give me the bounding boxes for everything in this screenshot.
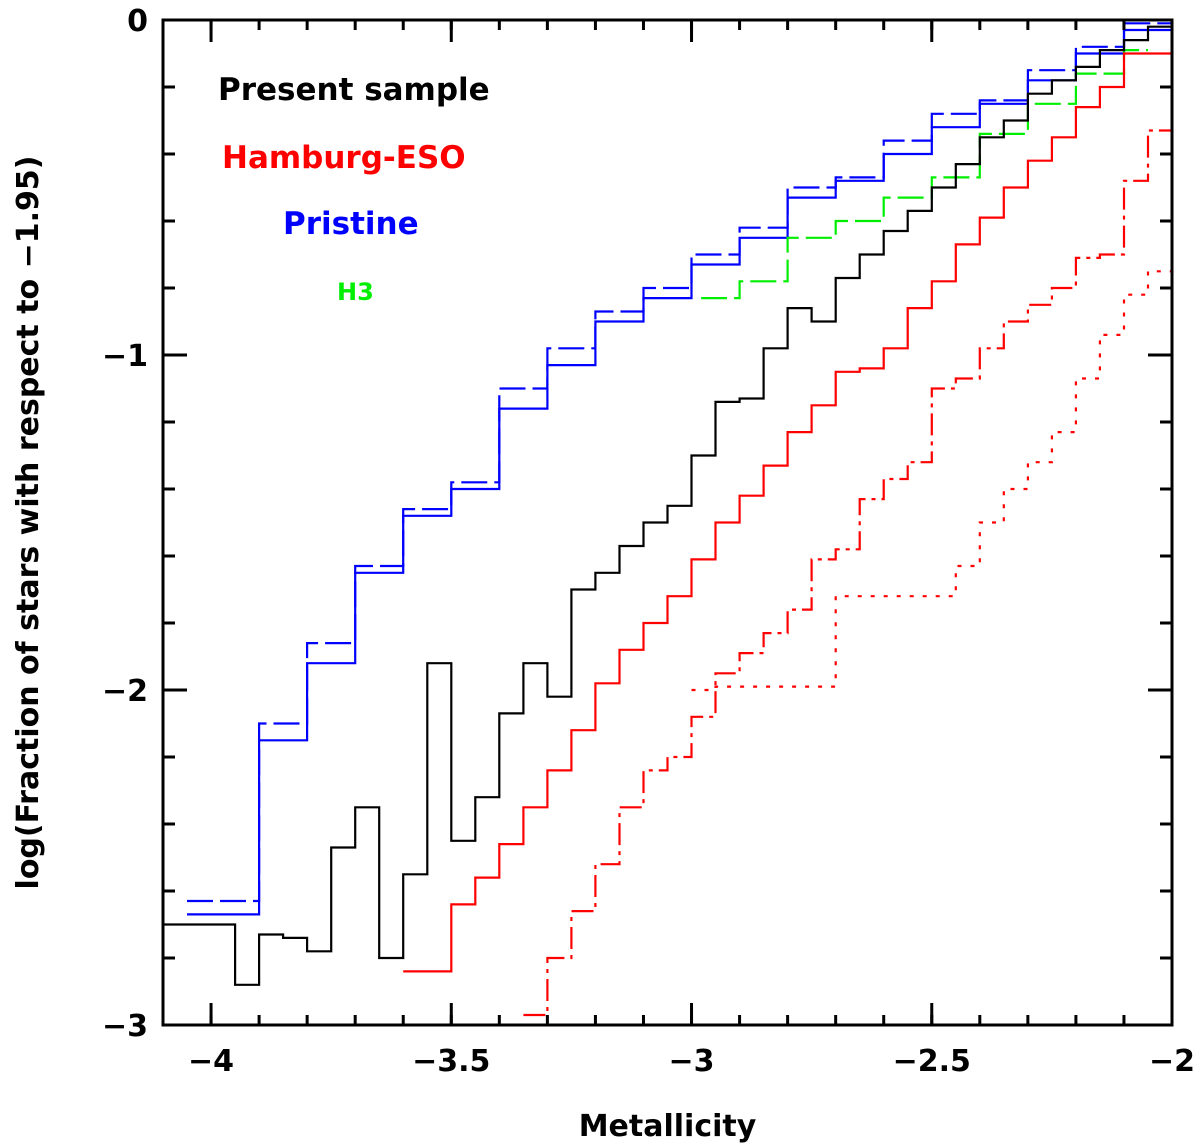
series-line-h3 <box>701 49 1148 300</box>
plot-frame <box>161 18 1174 1027</box>
x-tick-label: −2 <box>1149 1044 1195 1079</box>
legend-label-h3: H3 <box>337 278 374 306</box>
y-tick-label: 0 <box>127 4 148 39</box>
series-line-present-sample <box>163 25 1172 986</box>
legend-label-pristine: Pristine <box>283 206 419 242</box>
legend-label-hamburg-eso: Hamburg-ESO <box>222 140 466 176</box>
series-line-hamburg-eso-dotted <box>691 207 1172 692</box>
y-tick-label: −3 <box>102 1009 148 1044</box>
y-tick-label: −1 <box>102 339 148 374</box>
x-tick-label: −2.5 <box>893 1044 971 1079</box>
legend-label-present-sample: Present sample <box>218 72 490 108</box>
x-tick-label: −3.5 <box>412 1044 490 1079</box>
x-tick-label: −4 <box>188 1044 234 1079</box>
x-tick-label: −3 <box>669 1044 715 1079</box>
axes-layer: −4 −3.5 −3 −2.5 −2 0 −1 −2 −3 Metallicity log(Frac… <box>11 4 1195 1144</box>
x-axis-title: Metallicity <box>579 1109 757 1144</box>
series-line-hamburg-eso-solid <box>403 52 1172 973</box>
series-layer <box>163 20 1172 1017</box>
y-axis-title: log(Fraction of stars with respect to −1… <box>11 156 46 890</box>
legend: Present sample Hamburg-ESO Pristine H3 <box>218 72 490 306</box>
y-tick-label: −2 <box>102 674 148 709</box>
series-line-hamburg-eso-dash-dot <box>523 129 1172 1017</box>
